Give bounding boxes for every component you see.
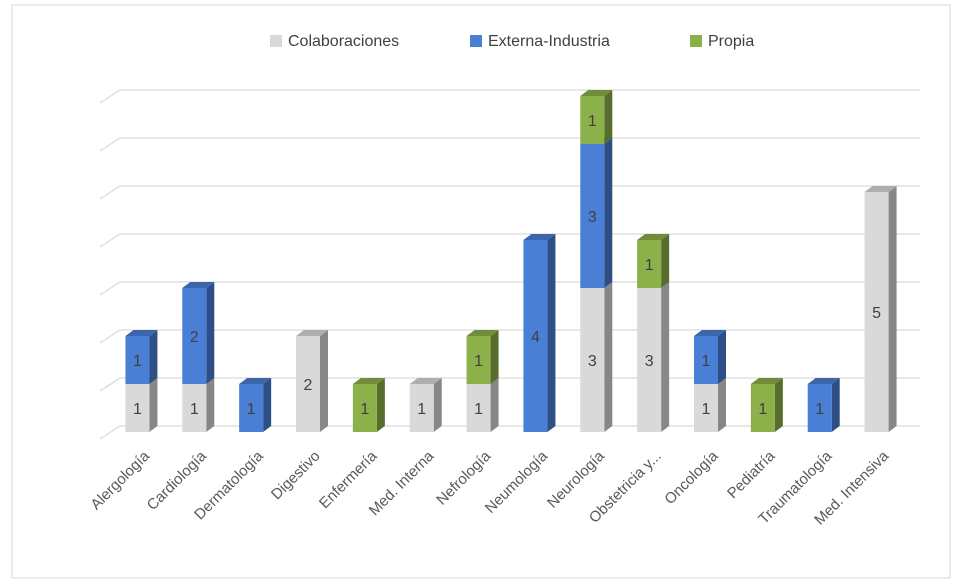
bar-side [206, 378, 215, 432]
value-label: 1 [702, 401, 711, 418]
bar-top [807, 378, 840, 384]
bar-side [604, 138, 613, 288]
bar-side [718, 330, 726, 384]
bar-top [694, 330, 726, 336]
legend-label: Propia [708, 33, 754, 50]
value-label: 1 [247, 401, 256, 418]
value-label: 1 [474, 401, 483, 418]
legend-swatch [270, 35, 282, 47]
bar [182, 384, 207, 432]
bar [637, 288, 662, 432]
bar-side [547, 234, 556, 432]
value-label: 2 [304, 377, 313, 394]
legend-label: Externa-Industria [488, 33, 610, 50]
bar-side [490, 330, 499, 384]
value-label: 1 [474, 353, 483, 370]
value-label: 3 [588, 353, 597, 370]
bar-side [718, 378, 726, 432]
bar-side [604, 282, 613, 432]
bar-top [523, 234, 556, 240]
bar-top [125, 330, 158, 336]
bar-side [661, 282, 670, 432]
bar-side [604, 90, 613, 144]
bar-side [206, 282, 215, 384]
value-label: 5 [872, 305, 881, 322]
bar [182, 288, 207, 384]
bar-side [149, 378, 158, 432]
value-label: 3 [645, 353, 654, 370]
value-label: 1 [815, 401, 824, 418]
grid-line [99, 185, 920, 200]
bar-top [409, 378, 442, 384]
legend-swatch [690, 35, 702, 47]
bar-top [750, 378, 783, 384]
legend-swatch [470, 35, 482, 47]
value-label: 1 [588, 113, 597, 130]
bar [694, 336, 718, 384]
value-label: 1 [190, 401, 199, 418]
value-label: 4 [531, 329, 540, 346]
bar-side [774, 378, 783, 432]
value-label: 1 [702, 353, 711, 370]
bar-side [149, 330, 158, 384]
bar-top [580, 90, 613, 96]
bar [807, 384, 832, 432]
bar-side [433, 378, 442, 432]
bar-side [831, 378, 840, 432]
bar-top [864, 186, 897, 192]
value-label: 1 [360, 401, 369, 418]
bar-side [320, 330, 328, 432]
value-label: 1 [758, 401, 767, 418]
grid-line [99, 89, 920, 104]
bar [580, 96, 605, 144]
bar [466, 384, 491, 432]
bar [637, 240, 662, 288]
value-label: 2 [190, 329, 199, 346]
bar [296, 336, 320, 432]
bar-side [490, 378, 499, 432]
bar [409, 384, 434, 432]
bar [580, 288, 605, 432]
bar-side [376, 378, 385, 432]
bar [466, 336, 491, 384]
bar [352, 384, 377, 432]
value-label: 1 [133, 353, 142, 370]
legend-label: Colaboraciones [288, 33, 399, 50]
bar [239, 384, 264, 432]
bar-side [263, 378, 272, 432]
bar [750, 384, 775, 432]
grid-line [99, 137, 920, 152]
chart-frame [11, 4, 951, 579]
bar-top [637, 234, 670, 240]
bar-top [352, 378, 385, 384]
bar-top [239, 378, 272, 384]
bar [864, 192, 889, 432]
bar-top [466, 330, 499, 336]
value-label: 1 [133, 401, 142, 418]
bar [125, 336, 150, 384]
value-label: 1 [417, 401, 426, 418]
bar [523, 240, 548, 432]
bar-side [888, 186, 897, 432]
bar-top [296, 330, 328, 336]
bar [694, 384, 718, 432]
bar [125, 384, 150, 432]
bar-top [182, 282, 215, 288]
bar [580, 144, 605, 288]
value-label: 1 [645, 257, 654, 274]
bar-side [661, 234, 670, 288]
value-label: 3 [588, 209, 597, 226]
